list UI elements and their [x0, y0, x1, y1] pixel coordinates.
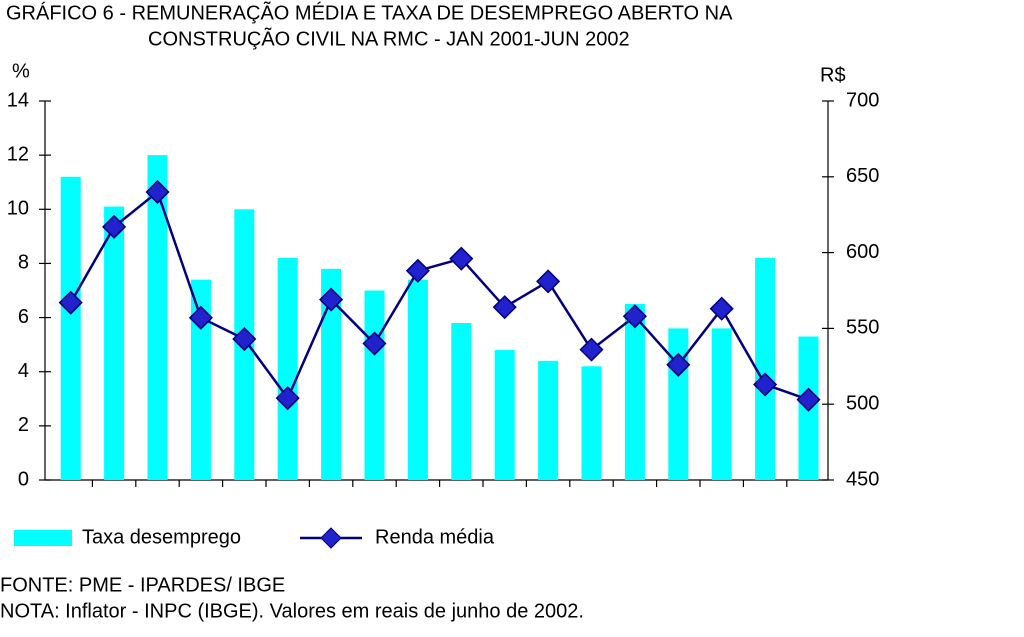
bar [104, 206, 125, 481]
marker [232, 326, 257, 352]
marker [449, 246, 474, 271]
bar [755, 258, 776, 480]
legend-label: Taxa desemprego [82, 526, 241, 548]
legend-marker [320, 527, 342, 549]
marker [102, 214, 127, 239]
bar [451, 322, 472, 480]
bar [711, 328, 732, 480]
y2-tick-label: 550 [846, 317, 879, 339]
bar [538, 360, 559, 480]
bar [581, 366, 602, 480]
y-tick-label: 2 [18, 414, 29, 436]
bar [321, 268, 342, 480]
marker [405, 258, 430, 283]
line [69, 189, 809, 401]
marker [145, 179, 170, 205]
marker [362, 331, 387, 356]
marker [579, 337, 604, 362]
marker [188, 305, 213, 330]
marker [275, 386, 300, 411]
bar [190, 279, 211, 480]
footnote: FONTE: PME - IPARDES/ IBGE [0, 574, 285, 596]
y-tick-label: 8 [18, 252, 29, 274]
marker [492, 295, 517, 320]
bar [364, 290, 385, 480]
y2-tick-label: 700 [846, 89, 879, 111]
bar [277, 258, 298, 480]
y-axis-label: % [12, 60, 30, 82]
legend-swatch [14, 530, 72, 546]
bar [624, 304, 645, 480]
y2-tick-label: 650 [846, 165, 879, 187]
marker [709, 296, 734, 321]
bar [494, 350, 515, 480]
bar [60, 176, 81, 481]
y2-tick-label: 450 [846, 468, 879, 490]
y-tick-label: 4 [18, 360, 29, 382]
y-tick-label: 10 [7, 198, 29, 220]
bar [668, 328, 689, 480]
legend-label: Renda média [375, 526, 495, 548]
marker [666, 352, 691, 377]
y-tick-label: 0 [18, 468, 29, 490]
marker [753, 372, 778, 397]
marker [58, 290, 83, 315]
chart-title: GRÁFICO 6 - REMUNERAÇÃO MÉDIA E TAXA DE … [6, 0, 733, 24]
chart-title: CONSTRUÇÃO CIVIL NA RMC - JAN 2001-JUN 2… [148, 26, 630, 50]
y2-tick-label: 500 [846, 392, 879, 414]
y2-axis-label: R$ [820, 64, 846, 86]
y-tick-label: 6 [18, 306, 29, 328]
bar [147, 155, 168, 480]
bar [407, 279, 428, 480]
marker [319, 287, 344, 312]
marker [796, 387, 821, 412]
marker [536, 269, 561, 294]
y2-tick-label: 600 [846, 241, 879, 263]
footnote: NOTA: Inflator - INPC (IBGE). Valores em… [0, 600, 584, 622]
y-tick-label: 12 [7, 143, 29, 165]
y-tick-label: 14 [7, 89, 29, 111]
marker [622, 304, 647, 329]
